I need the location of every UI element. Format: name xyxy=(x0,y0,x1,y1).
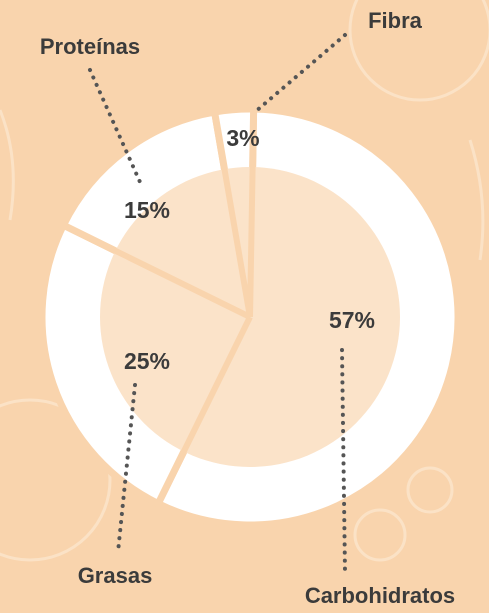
category-label: Grasas xyxy=(78,563,153,588)
value-label: 15% xyxy=(124,197,170,223)
donut xyxy=(42,109,458,525)
category-label: Proteínas xyxy=(40,34,140,59)
value-label: 57% xyxy=(329,307,375,333)
value-label: 3% xyxy=(226,125,259,151)
category-label: Fibra xyxy=(368,8,423,33)
chart: Carbohidratos 57% Grasas 25% Proteínas 15% Fib… xyxy=(0,0,489,613)
segment-gap xyxy=(250,165,253,317)
value-label: 25% xyxy=(124,348,170,374)
category-label: Carbohidratos xyxy=(305,583,455,608)
